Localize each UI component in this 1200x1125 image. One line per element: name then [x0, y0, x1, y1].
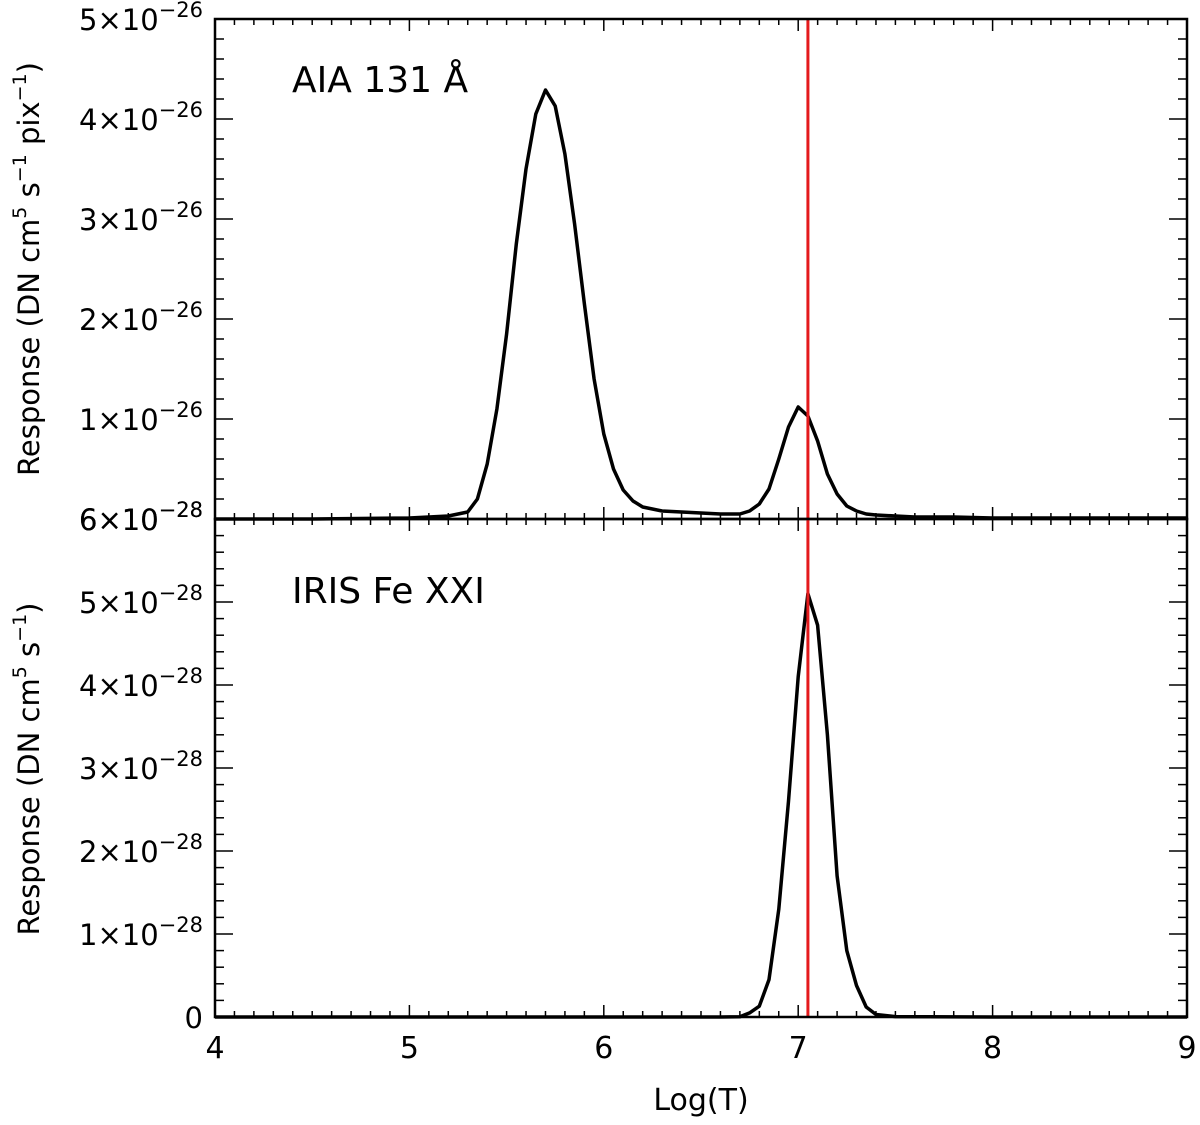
y-tick-label: 4×10−28 — [79, 664, 203, 703]
x-tick-label: 7 — [789, 1031, 808, 1066]
y-tick-label: 4×10−26 — [79, 98, 203, 137]
top-panel-y-tick-labels: 6×10−28 1×10−26 2×10−26 3×10−26 4×10−26 5×10−… — [79, 0, 203, 537]
iris-fe-xxi-panel: 0 1×10−28 2×10−28 3×10−28 4×10−28 5×10−28 6×10… — [9, 498, 1197, 1118]
top-panel-y-axis-label: Response (DN cm5 s−1 pix−1) — [9, 62, 46, 476]
y-tick-label: 3×10−26 — [79, 198, 203, 237]
x-tick-label: 6 — [594, 1031, 613, 1066]
y-tick-label: 0 — [185, 1001, 203, 1035]
y-tick-label: 2×10−26 — [79, 298, 203, 337]
y-tick-label: 6×10−28 — [79, 498, 203, 537]
aia-131-panel-label: AIA 131 Å — [292, 58, 468, 101]
aia-131-response-curve — [215, 88, 1187, 521]
bottom-panel-y-tick-labels: 0 1×10−28 2×10−28 3×10−28 4×10−28 5×10−28 6×10… — [79, 498, 203, 1035]
y-tick-label: 1×10−26 — [79, 398, 203, 437]
aia-131-panel: 6×10−28 1×10−26 2×10−26 3×10−26 4×10−26 5×10−… — [9, 0, 1189, 537]
x-tick-label: 4 — [205, 1031, 224, 1066]
y-tick-label: 3×10−28 — [79, 747, 203, 786]
y-tick-label: 5×10−26 — [79, 0, 203, 37]
y-tick-label: 2×10−28 — [79, 830, 203, 869]
bottom-panel-frame — [213, 517, 1189, 1019]
bottom-panel-y-axis-label: Response (DN cm5 s−1) — [9, 602, 46, 935]
y-tick-label: 1×10−28 — [79, 913, 203, 952]
y-tick-label: 5×10−28 — [79, 581, 203, 620]
x-tick-label: 5 — [400, 1031, 419, 1066]
x-axis-tick-labels: 4 5 6 7 8 9 — [205, 1031, 1196, 1066]
x-axis-label: Log(T) — [653, 1083, 748, 1118]
x-tick-label: 9 — [1177, 1031, 1196, 1066]
y-tick-label: 6×10−28 — [79, 498, 203, 537]
x-tick-label: 8 — [983, 1031, 1002, 1066]
iris-fe-xxi-panel-label: IRIS Fe XXI — [292, 571, 485, 612]
iris-fe-xxi-response-curve — [215, 591, 1187, 1019]
